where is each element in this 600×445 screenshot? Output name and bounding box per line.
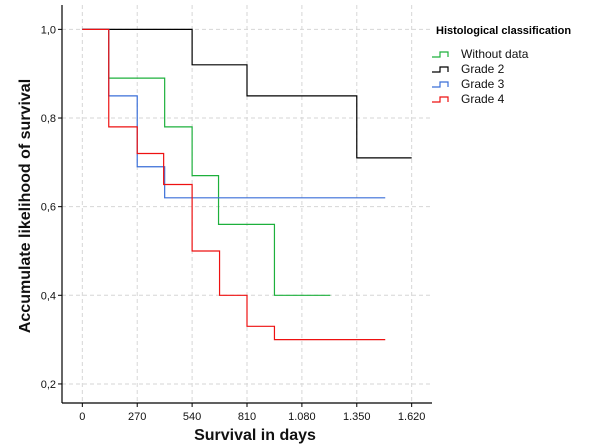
series-lines xyxy=(82,28,412,341)
legend-label-grade-4: Grade 4 xyxy=(461,92,505,106)
legend-swatch-grade-3 xyxy=(432,81,449,88)
legend-swatch-grade-4 xyxy=(432,96,449,103)
x-tick-label: 1.350 xyxy=(343,411,371,423)
legend-title: Histological classification xyxy=(436,25,571,37)
x-axis-label: Survival in days xyxy=(194,427,316,444)
x-tick-label: 0 xyxy=(79,411,85,423)
y-ticks: 0,2 0,4 0,6 0,8 1,0 xyxy=(41,24,62,391)
y-tick-label: 0,8 xyxy=(41,113,56,125)
y-axis-label: Accumulate likelihood of survival xyxy=(17,79,34,333)
series-line-grade-2 xyxy=(82,28,412,159)
legend-label-grade-3: Grade 3 xyxy=(461,77,505,91)
grid xyxy=(62,5,432,403)
y-tick-label: 1,0 xyxy=(41,24,56,36)
legend: Histological classification Without data… xyxy=(432,25,571,106)
x-tick-label: 270 xyxy=(128,411,146,423)
y-tick-label: 0,4 xyxy=(41,290,56,302)
x-ticks: 0 270 540 810 1.080 1.350 1.620 xyxy=(79,403,425,423)
series-line-grade-4 xyxy=(82,28,386,341)
series-line-grade-3 xyxy=(82,28,386,199)
x-tick-label: 1.620 xyxy=(398,411,426,423)
y-tick-label: 0,2 xyxy=(41,379,56,391)
legend-label-grade-2: Grade 2 xyxy=(461,62,505,76)
legend-swatch-without-data xyxy=(432,51,449,58)
legend-swatch-grade-2 xyxy=(432,66,449,73)
x-tick-label: 1.080 xyxy=(288,411,316,423)
y-tick-label: 0,6 xyxy=(41,202,56,214)
x-tick-label: 810 xyxy=(238,411,256,423)
legend-label-without-data: Without data xyxy=(461,47,529,61)
series-line-without-data xyxy=(82,28,331,296)
x-tick-label: 540 xyxy=(183,411,201,423)
